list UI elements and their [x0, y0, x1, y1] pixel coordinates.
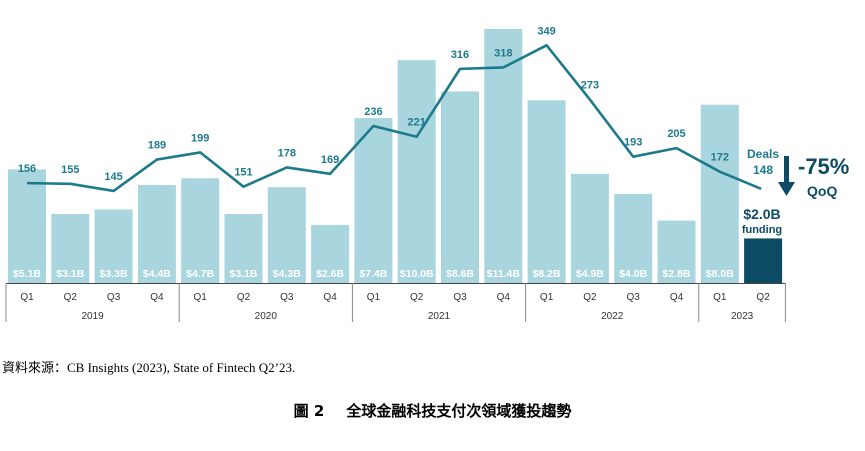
- x-tick-label: Q4: [497, 292, 511, 303]
- bar-value-labels: $5.1B $3.1B $3.3B $4.4B $4.7B $3.1B $4.3B $2.6B…: [13, 268, 734, 280]
- x-tick-label: Q2: [237, 292, 251, 303]
- bar-value-label: $11.4B: [487, 268, 521, 280]
- deals-value: 148: [753, 163, 773, 177]
- deals-value-label: 156: [18, 163, 36, 175]
- bar-value-label: $8.0B: [706, 268, 734, 280]
- year-label: 2023: [731, 311, 754, 322]
- bar-value-label: $4.7B: [186, 268, 214, 280]
- bar-value-label: $4.4B: [143, 268, 171, 280]
- funding-label: funding: [742, 224, 782, 236]
- bar: [137, 184, 176, 283]
- deals-value-label: 189: [148, 140, 166, 152]
- bar: [224, 213, 263, 283]
- bar: [8, 169, 46, 283]
- fintech-funding-chart: $5.1B $3.1B $3.3B $4.4B $4.7B $3.1B $4.3B $2.6B…: [5, 25, 850, 322]
- change-percent: -75%: [798, 154, 849, 179]
- bar-value-label: $10.0B: [400, 268, 434, 280]
- x-tick-label: Q1: [713, 292, 727, 303]
- deals-value-label: 349: [537, 25, 555, 37]
- change-period: QoQ: [807, 183, 837, 199]
- deals-value-label: 273: [581, 80, 599, 92]
- deals-line: [26, 44, 762, 193]
- deals-value-label: 221: [408, 117, 426, 129]
- bar-value-label: $3.1B: [56, 268, 84, 280]
- bar-value-label: $8.2B: [533, 268, 561, 280]
- x-tick-label: Q1: [20, 292, 34, 303]
- x-tick-label: Q4: [150, 292, 164, 303]
- x-tick-label: Q2: [64, 292, 78, 303]
- bar: [397, 60, 436, 284]
- deals-value-label: 169: [321, 154, 339, 166]
- x-tick-label: Q2: [756, 292, 770, 303]
- deals-value-label: 236: [364, 106, 382, 118]
- source-note: 資料來源：CB Insights (2023), State of Fintec…: [2, 360, 296, 375]
- bar-value-label: $2.6B: [316, 268, 344, 280]
- deals-value-label: 145: [104, 171, 122, 183]
- bar-value-label: $4.0B: [619, 268, 647, 280]
- bar: [311, 225, 350, 283]
- latest-quarter-callout: Deals 148 $2.0B funding -75% QoQ: [742, 147, 850, 236]
- x-tick-label: Q2: [410, 292, 424, 303]
- figure-label: 圖 2: [293, 402, 325, 420]
- deals-value-labels: 156 155 145 189 199 151 178 169 236 221 316 318 349 2…: [18, 25, 729, 183]
- bar: [527, 100, 566, 283]
- bar-value-label: $8.6B: [446, 268, 474, 280]
- deals-value-label: 155: [61, 164, 79, 176]
- deals-value-label: 151: [234, 167, 252, 179]
- bar: [657, 220, 696, 283]
- bar: [181, 178, 220, 283]
- bar: [614, 193, 653, 283]
- deals-value-label: 193: [624, 137, 642, 149]
- x-tick-label: Q3: [107, 292, 121, 303]
- bar-value-label: $2.8B: [662, 268, 690, 280]
- bar: [484, 29, 523, 283]
- x-tick-label: Q1: [367, 292, 381, 303]
- x-tick-label: Q4: [670, 292, 684, 303]
- figure-title: 全球金融科技支付次領域獲投趨勢: [346, 402, 572, 420]
- deals-value-label: 316: [451, 49, 469, 61]
- x-tick-label: Q3: [280, 292, 294, 303]
- x-tick-label: Q1: [194, 292, 208, 303]
- bar-value-label: $4.3B: [273, 268, 301, 280]
- x-tick-label: Q3: [453, 292, 467, 303]
- bar-value-label: $3.3B: [100, 268, 128, 280]
- bar: [441, 91, 479, 284]
- bar-value-label: $5.1B: [13, 268, 41, 280]
- deals-value-label: 199: [191, 132, 209, 144]
- bar: [94, 209, 133, 283]
- deals-value-label: 205: [667, 128, 685, 140]
- x-tick-label: Q1: [540, 292, 554, 303]
- year-label: 2020: [255, 311, 278, 322]
- x-axis: Q1 Q2 Q3 Q4 Q1 Q2 Q3 Q4 Q1 Q2 Q3 Q4 Q1 Q2 Q3 Q4 Q1 Q22019…: [5, 283, 786, 322]
- deals-value-label: 172: [711, 152, 729, 164]
- bar: [700, 104, 739, 283]
- deals-label: Deals: [747, 147, 779, 161]
- bar: [354, 118, 393, 284]
- bar-value-label: $4.9B: [576, 268, 604, 280]
- x-tick-label: Q3: [627, 292, 641, 303]
- x-tick-label: Q4: [323, 292, 337, 303]
- bar: [744, 238, 783, 283]
- x-tick-label: Q2: [583, 292, 597, 303]
- deals-value-label: 178: [278, 147, 296, 159]
- year-label: 2022: [601, 311, 624, 322]
- bar: [51, 213, 90, 283]
- bar: [267, 187, 306, 283]
- bar-series: [8, 29, 783, 284]
- year-label: 2021: [428, 311, 451, 322]
- funding-value: $2.0B: [743, 206, 780, 222]
- bar: [570, 173, 609, 283]
- down-arrow-icon: [778, 156, 795, 196]
- year-label: 2019: [81, 311, 104, 322]
- deals-value-label: 318: [494, 47, 512, 59]
- bar-value-label: $7.4B: [359, 268, 387, 280]
- figure-caption: 圖 2 全球金融科技支付次領域獲投趨勢: [0, 400, 865, 421]
- bar-value-label: $3.1B: [229, 268, 257, 280]
